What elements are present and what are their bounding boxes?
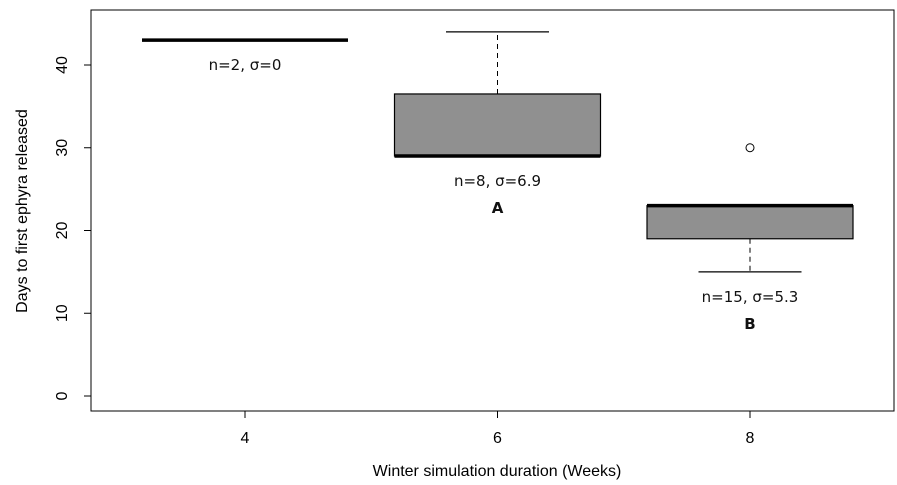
y-tick-label: 40 (54, 56, 71, 74)
box-annotation: n=2, σ=0 (209, 56, 282, 74)
outlier-point (745, 143, 755, 153)
box-group: n=2, σ=0 (142, 38, 348, 74)
x-axis: 4 6 8 (241, 411, 755, 447)
y-axis: 0 10 20 30 40 (54, 56, 91, 400)
boxes-layer: n=2, σ=0 n=8, σ=6.9 An=15, σ=5.3 B (142, 31, 854, 333)
box-iqr (646, 205, 854, 240)
y-axis-label: Days to first ephyra released (14, 109, 31, 313)
y-tick-label: 10 (54, 304, 71, 322)
box-annotation: n=15, σ=5.3 (702, 288, 799, 306)
group-letter: A (492, 199, 504, 217)
box-annotation: n=8, σ=6.9 (454, 172, 541, 190)
plot-frame (90, 9, 895, 412)
x-tick-label: 8 (746, 430, 755, 447)
box-group: n=15, σ=5.3 B (646, 143, 854, 333)
box-group: n=8, σ=6.9 A (393, 31, 602, 217)
y-tick-label: 20 (54, 222, 71, 240)
box-iqr (393, 93, 602, 157)
x-axis-label: Winter simulation duration (Weeks) (373, 463, 622, 480)
x-tick-label: 6 (493, 430, 502, 447)
y-tick-label: 0 (54, 391, 71, 400)
y-tick-label: 30 (54, 139, 71, 157)
x-tick-label: 4 (241, 430, 250, 447)
group-letter: B (744, 315, 755, 333)
